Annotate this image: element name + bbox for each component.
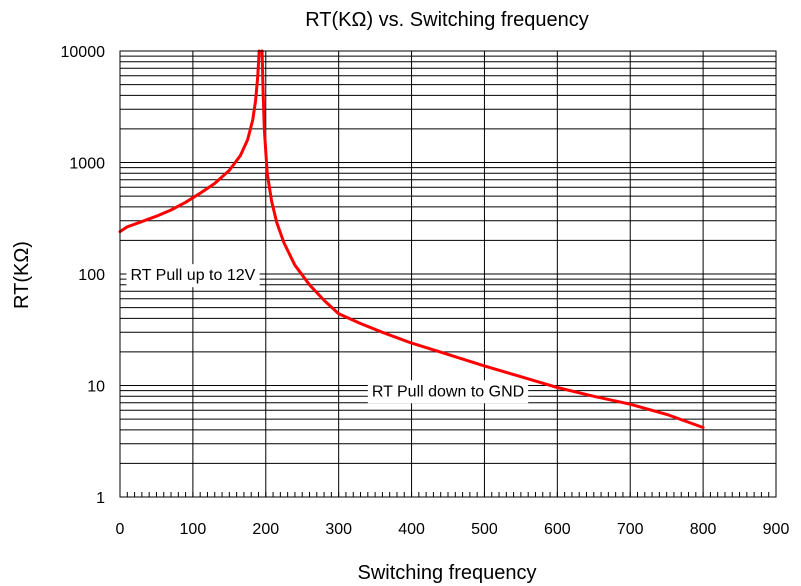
x-axis-label: Switching frequency <box>358 562 537 584</box>
x-tick-label: 700 <box>617 521 644 538</box>
chart-title: RT(KΩ) vs. Switching frequency <box>305 9 589 31</box>
annotation-label-1: RT Pull up to 12V <box>130 267 255 284</box>
x-tick-label: 600 <box>544 521 571 538</box>
annotation-box-2 <box>367 380 529 404</box>
x-tick-label: 100 <box>180 521 207 538</box>
chart-grid <box>119 50 777 498</box>
x-tick-label: 800 <box>690 521 717 538</box>
y-axis-ticks: 1 10 100 1000 10000 <box>61 44 106 507</box>
x-tick-label: 500 <box>471 521 498 538</box>
x-tick-label: 300 <box>325 521 352 538</box>
y-tick-label: 1 <box>96 490 105 507</box>
y-tick-label: 10000 <box>61 44 106 61</box>
annotation-box-1 <box>126 264 260 288</box>
chart-series <box>118 49 705 429</box>
series-line-1 <box>118 49 261 234</box>
series-line-2 <box>260 49 705 429</box>
x-tick-label: 200 <box>252 521 279 538</box>
y-tick-label: 100 <box>78 267 105 284</box>
x-tick-label: 0 <box>116 521 125 538</box>
y-tick-label: 1000 <box>69 156 105 173</box>
annotation-label-2: RT Pull down to GND <box>372 383 524 400</box>
y-tick-label: 10 <box>87 379 105 396</box>
x-tick-label: 400 <box>398 521 425 538</box>
x-axis-ticks: 0 100 200 300 400 500 600 700 800 900 <box>116 492 790 538</box>
chart-annotations: RT Pull up to 12V RT Pull down to GND <box>126 264 529 404</box>
y-axis-label: RT(KΩ) <box>11 241 33 309</box>
x-tick-label: 900 <box>763 521 790 538</box>
